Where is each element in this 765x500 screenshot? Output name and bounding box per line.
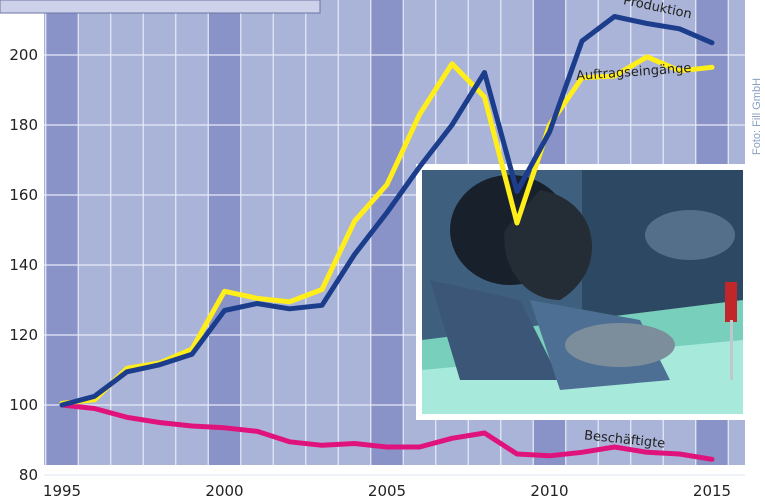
series-line-besch-ftigte (59, 402, 715, 462)
x-tick-label: 2005 (368, 482, 406, 500)
shade-band (208, 0, 241, 465)
y-tick-label: 200 (9, 46, 38, 64)
top-left-panel (0, 0, 321, 14)
shade-band (45, 0, 79, 465)
x-tick-label: 2015 (693, 482, 731, 500)
y-tick-label: 80 (19, 466, 38, 484)
series-line-produktion (59, 14, 715, 408)
x-tick-label: 2010 (530, 482, 568, 500)
y-axis-ticks: 80 100 120 140 160 180 200 (9, 46, 38, 484)
welder-photo (416, 164, 747, 420)
x-axis-ticks: 1995 2000 2005 2010 2015 (43, 482, 731, 500)
y-tick-label: 120 (9, 326, 38, 344)
series-line-auftragseing-nge (59, 54, 715, 406)
y-tick-label: 100 (9, 396, 38, 414)
shade-band (370, 0, 404, 465)
y-tick-label: 160 (9, 186, 38, 204)
y-tick-label: 180 (9, 116, 38, 134)
y-tick-label: 140 (9, 256, 38, 274)
series-lines (59, 14, 715, 462)
photo-credit: Foto: Fill GmbH (751, 78, 763, 155)
x-tick-label: 1995 (43, 482, 81, 500)
x-tick-label: 2000 (205, 482, 243, 500)
